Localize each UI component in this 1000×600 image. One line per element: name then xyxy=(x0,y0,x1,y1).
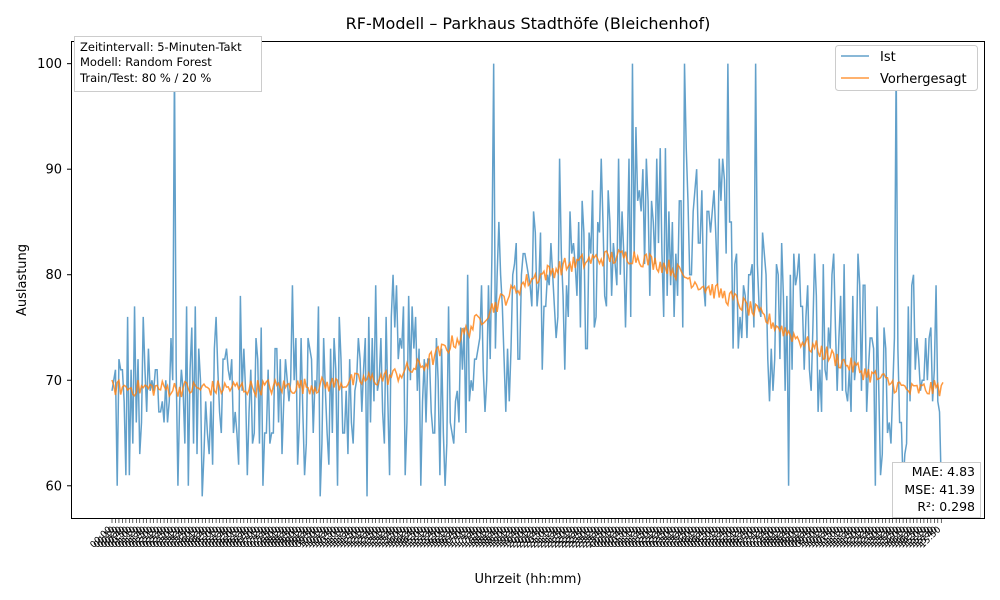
legend-frame xyxy=(835,45,978,91)
plot-area: 60 70 80 90 100 00:0000:1000:2000:3000:4000:… xyxy=(37,41,985,550)
legend-label-ist: Ist xyxy=(880,50,896,65)
y-tick-label: 80 xyxy=(45,268,62,283)
y-tick-label: 90 xyxy=(45,163,62,178)
info-line-interval: Zeitintervall: 5-Minuten-Takt xyxy=(80,40,242,54)
y-tick-label: 70 xyxy=(45,374,62,389)
legend: Ist Vorhergesagt xyxy=(835,45,978,91)
metrics-box-frame xyxy=(892,462,981,518)
y-tick-label: 60 xyxy=(45,479,62,494)
series-line-ist xyxy=(111,63,944,497)
info-line-split: Train/Test: 80 % / 20 % xyxy=(79,71,211,85)
y-axis-label: Auslastung xyxy=(15,244,30,316)
metric-mse: MSE: 41.39 xyxy=(904,482,975,497)
metric-r2: R²: 0.298 xyxy=(917,499,975,514)
info-line-model: Modell: Random Forest xyxy=(80,55,212,69)
metric-mae: MAE: 4.83 xyxy=(912,464,975,479)
y-tick-label: 100 xyxy=(37,57,62,72)
model-info-box-frame xyxy=(74,36,262,92)
metrics-box: MAE: 4.83 MSE: 41.39 R²: 0.298 xyxy=(892,462,981,518)
x-axis-ticks: 00:0000:1000:2000:3000:4000:5001:0001:10… xyxy=(89,518,944,550)
y-axis-ticks: 60 70 80 90 100 xyxy=(37,57,72,494)
chart-title: RF-Modell – Parkhaus Stadthöfe (Bleichen… xyxy=(346,14,711,33)
legend-label-vorhergesagt: Vorhergesagt xyxy=(880,72,967,87)
x-axis-label: Uhrzeit (hh:mm) xyxy=(474,572,581,587)
series-line-vorhergesagt xyxy=(111,248,944,399)
model-info-box: Zeitintervall: 5-Minuten-Takt Modell: Ra… xyxy=(74,36,262,92)
